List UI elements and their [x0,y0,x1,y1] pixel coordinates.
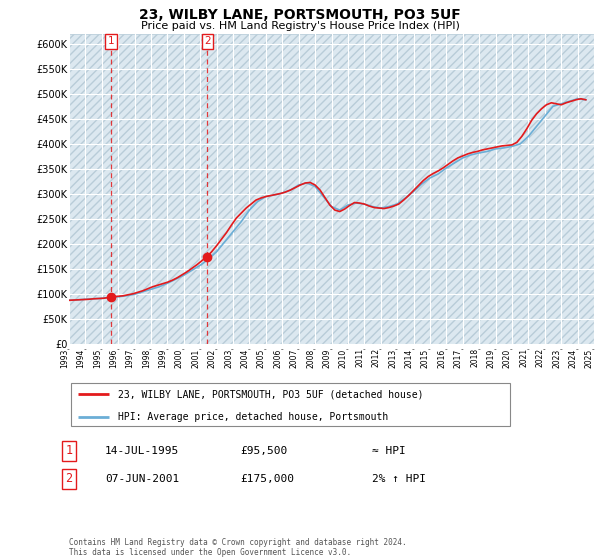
Text: 2021: 2021 [520,348,529,367]
Text: 2008: 2008 [306,348,315,367]
Text: 2018: 2018 [470,348,479,367]
Text: 2: 2 [65,472,73,486]
Text: 23, WILBY LANE, PORTSMOUTH, PO3 5UF: 23, WILBY LANE, PORTSMOUTH, PO3 5UF [139,8,461,22]
Text: 2013: 2013 [388,348,397,367]
FancyBboxPatch shape [71,382,510,427]
Text: 07-JUN-2001: 07-JUN-2001 [105,474,179,484]
Text: Price paid vs. HM Land Registry's House Price Index (HPI): Price paid vs. HM Land Registry's House … [140,21,460,31]
Text: 2002: 2002 [208,348,217,367]
Text: 1994: 1994 [76,348,85,368]
Text: 1: 1 [107,36,114,46]
Text: 2023: 2023 [552,348,561,367]
Text: 2003: 2003 [224,348,233,368]
Text: 2% ↑ HPI: 2% ↑ HPI [372,474,426,484]
Text: 1995: 1995 [93,348,102,368]
Text: 23, WILBY LANE, PORTSMOUTH, PO3 5UF (detached house): 23, WILBY LANE, PORTSMOUTH, PO3 5UF (det… [118,389,424,399]
Text: 2016: 2016 [437,348,446,367]
Text: 2005: 2005 [257,348,266,368]
Text: 2009: 2009 [323,348,331,368]
Text: 14-JUL-1995: 14-JUL-1995 [105,446,179,456]
Text: 1997: 1997 [125,348,134,368]
Text: 2000: 2000 [175,348,184,368]
Text: HPI: Average price, detached house, Portsmouth: HPI: Average price, detached house, Port… [118,412,388,422]
Text: 2014: 2014 [404,348,413,367]
Text: 2017: 2017 [454,348,463,367]
Text: 2: 2 [204,36,211,46]
Text: 2006: 2006 [273,348,282,368]
Text: 1993: 1993 [60,348,69,368]
Text: 1996: 1996 [109,348,118,368]
Text: 2019: 2019 [487,348,496,367]
Text: £95,500: £95,500 [240,446,287,456]
Text: 2024: 2024 [569,348,578,367]
Text: 2022: 2022 [536,348,545,367]
Text: Contains HM Land Registry data © Crown copyright and database right 2024.
This d: Contains HM Land Registry data © Crown c… [69,538,407,557]
Text: 2025: 2025 [585,348,594,367]
Text: 2011: 2011 [355,348,364,367]
Text: 2020: 2020 [503,348,512,367]
Text: 2004: 2004 [241,348,250,368]
Text: 2015: 2015 [421,348,430,367]
Text: 2012: 2012 [372,348,381,367]
Text: 1999: 1999 [158,348,167,368]
Text: 2007: 2007 [290,348,299,368]
Text: 2010: 2010 [339,348,348,367]
Text: ≈ HPI: ≈ HPI [372,446,406,456]
Text: 1: 1 [65,444,73,458]
Text: 1998: 1998 [142,348,151,367]
Text: 2001: 2001 [191,348,200,367]
Text: £175,000: £175,000 [240,474,294,484]
